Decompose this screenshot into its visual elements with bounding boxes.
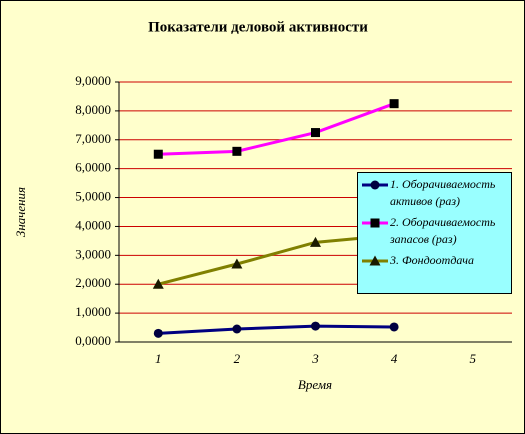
x-tick-label: 2 [234,351,241,366]
marker [389,322,399,332]
y-axis-label: Значения [13,187,28,237]
y-tick-label: 5,0000 [75,189,111,204]
y-tick-label: 2,0000 [75,275,111,290]
legend-swatch [362,218,388,228]
marker [370,218,380,228]
series-line [158,102,395,156]
legend-entry: 1. Оборачиваемость активов (раз) [360,176,509,210]
legend: 1. Оборачиваемость активов (раз) 2. Обора… [357,172,512,294]
legend-label: 1. Оборачиваемость активов (раз) [390,177,496,208]
legend-label: 2. Оборачиваемость запасов (раз) [390,215,496,246]
x-tick-label: 4 [391,351,398,366]
marker [310,236,321,247]
legend-entry: 2. Оборачиваемость запасов (раз) [360,214,509,248]
marker [232,324,242,334]
x-axis-label: Время [298,377,332,392]
marker [311,128,320,138]
marker [153,328,163,338]
y-tick-label: 7,0000 [75,131,111,146]
marker [389,99,399,109]
y-tick-label: 4,0000 [75,217,111,232]
marker [370,180,380,190]
x-tick-label: 5 [469,351,476,366]
x-tick-label: 1 [155,351,162,366]
marker [152,278,164,289]
y-tick-label: 9,0000 [75,73,111,88]
legend-label: 3. Фондоотдача [390,253,474,267]
y-tick-label: 8,0000 [75,102,111,117]
y-tick-label: 0,0000 [75,333,111,348]
legend-swatch [362,255,388,266]
x-tick-label: 3 [311,351,319,366]
marker [153,149,163,159]
y-tick-label: 6,0000 [75,160,111,175]
chart-title: Показатели деловой активности [148,19,368,35]
y-tick-label: 1,0000 [75,304,111,319]
marker [311,321,320,331]
marker [232,146,242,156]
series-line [157,233,395,286]
legend-entry: 3. Фондоотдача [360,252,509,269]
y-tick-label: 3,0000 [75,246,111,261]
marker [231,258,243,269]
series-line [158,324,395,335]
marker [369,255,381,266]
legend-swatch [362,180,388,190]
